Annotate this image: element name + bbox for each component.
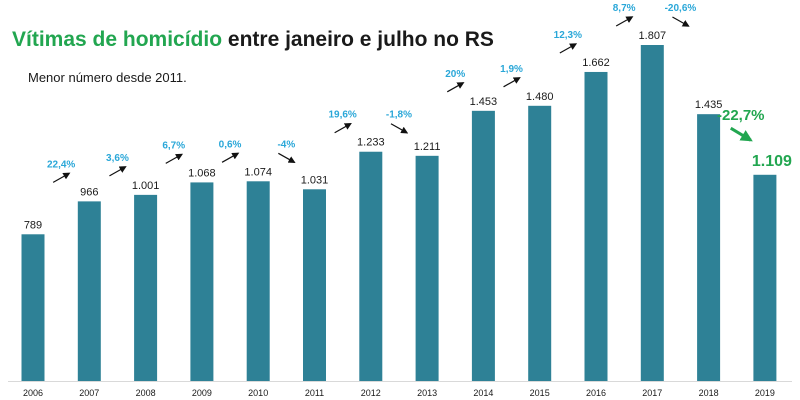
bar (584, 71, 608, 381)
change-arrow (109, 166, 127, 177)
x-tick-label: 2010 (248, 388, 268, 398)
change-arrow (446, 82, 465, 93)
change-arrow (672, 16, 690, 27)
change-label: 8,7% (613, 3, 636, 14)
x-tick-label: 2019 (755, 388, 775, 398)
bar (753, 174, 777, 381)
value-label: 1.807 (639, 30, 667, 42)
value-label: 789 (24, 219, 42, 231)
x-tick-label: 2014 (473, 388, 493, 398)
change-arrow (503, 77, 521, 88)
bar (190, 182, 214, 381)
change-arrow (615, 16, 634, 27)
change-label: -4% (277, 139, 295, 150)
change-arrow (729, 126, 753, 142)
change-label: -20,6% (665, 3, 697, 14)
x-tick-label: 2006 (23, 388, 43, 398)
change-arrow (52, 172, 71, 183)
change-arrow (334, 123, 352, 134)
bar (528, 105, 552, 382)
chart-title: Vítimas de homicídio entre janeiro e jul… (12, 28, 494, 52)
change-label: 1,9% (500, 64, 523, 75)
value-label: 1.074 (244, 166, 272, 178)
bar (359, 151, 383, 381)
bar (246, 181, 270, 381)
x-tick-label: 2015 (530, 388, 550, 398)
value-label: 1.068 (188, 167, 216, 179)
value-label: 1.453 (470, 96, 498, 108)
bar (77, 201, 101, 381)
value-label: 1.233 (357, 137, 385, 149)
value-label: 1.435 (695, 99, 723, 111)
change-label: 12,3% (554, 30, 582, 41)
x-tick-label: 2012 (361, 388, 381, 398)
change-label: 22,4% (47, 159, 75, 170)
chart-subtitle: Menor número desde 2011. (28, 70, 187, 85)
x-tick-label: 2018 (699, 388, 719, 398)
x-tick-label: 2013 (417, 388, 437, 398)
chart-title-rest: entre janeiro e julho no RS (227, 28, 494, 51)
bar (471, 110, 495, 381)
bar (134, 194, 158, 381)
x-tick-label: 2008 (136, 388, 156, 398)
bar (303, 189, 326, 381)
bar (697, 114, 721, 381)
change-arrow (221, 152, 240, 163)
change-arrow (278, 152, 296, 164)
x-tick-label: 2007 (79, 388, 99, 398)
change-label: 20% (445, 69, 465, 80)
bar (640, 45, 664, 381)
chart-title-highlight: Vítimas de homicídio (12, 28, 223, 51)
change-arrow (165, 153, 184, 164)
value-label: 1.662 (582, 57, 610, 69)
change-label: -22,7% (717, 107, 765, 124)
value-label: 966 (80, 186, 98, 198)
x-tick-label: 2016 (586, 388, 606, 398)
value-label: 1.480 (526, 91, 554, 103)
value-label: 1.001 (132, 180, 160, 192)
x-tick-label: 2011 (305, 388, 324, 398)
change-arrow (559, 43, 578, 54)
change-label: 19,6% (328, 110, 356, 121)
value-label: 1.031 (301, 174, 329, 186)
bar (415, 155, 439, 381)
change-arrow (390, 123, 409, 134)
change-label: 3,6% (106, 153, 129, 164)
value-label: 1.109 (752, 153, 792, 170)
x-tick-label: 2009 (192, 388, 212, 398)
x-tick-label: 2017 (642, 388, 662, 398)
change-label: 6,7% (162, 140, 185, 151)
value-label: 1.211 (414, 141, 441, 153)
change-label: 0,6% (219, 139, 242, 150)
change-label: -1,8% (386, 110, 412, 121)
bar (21, 234, 45, 381)
